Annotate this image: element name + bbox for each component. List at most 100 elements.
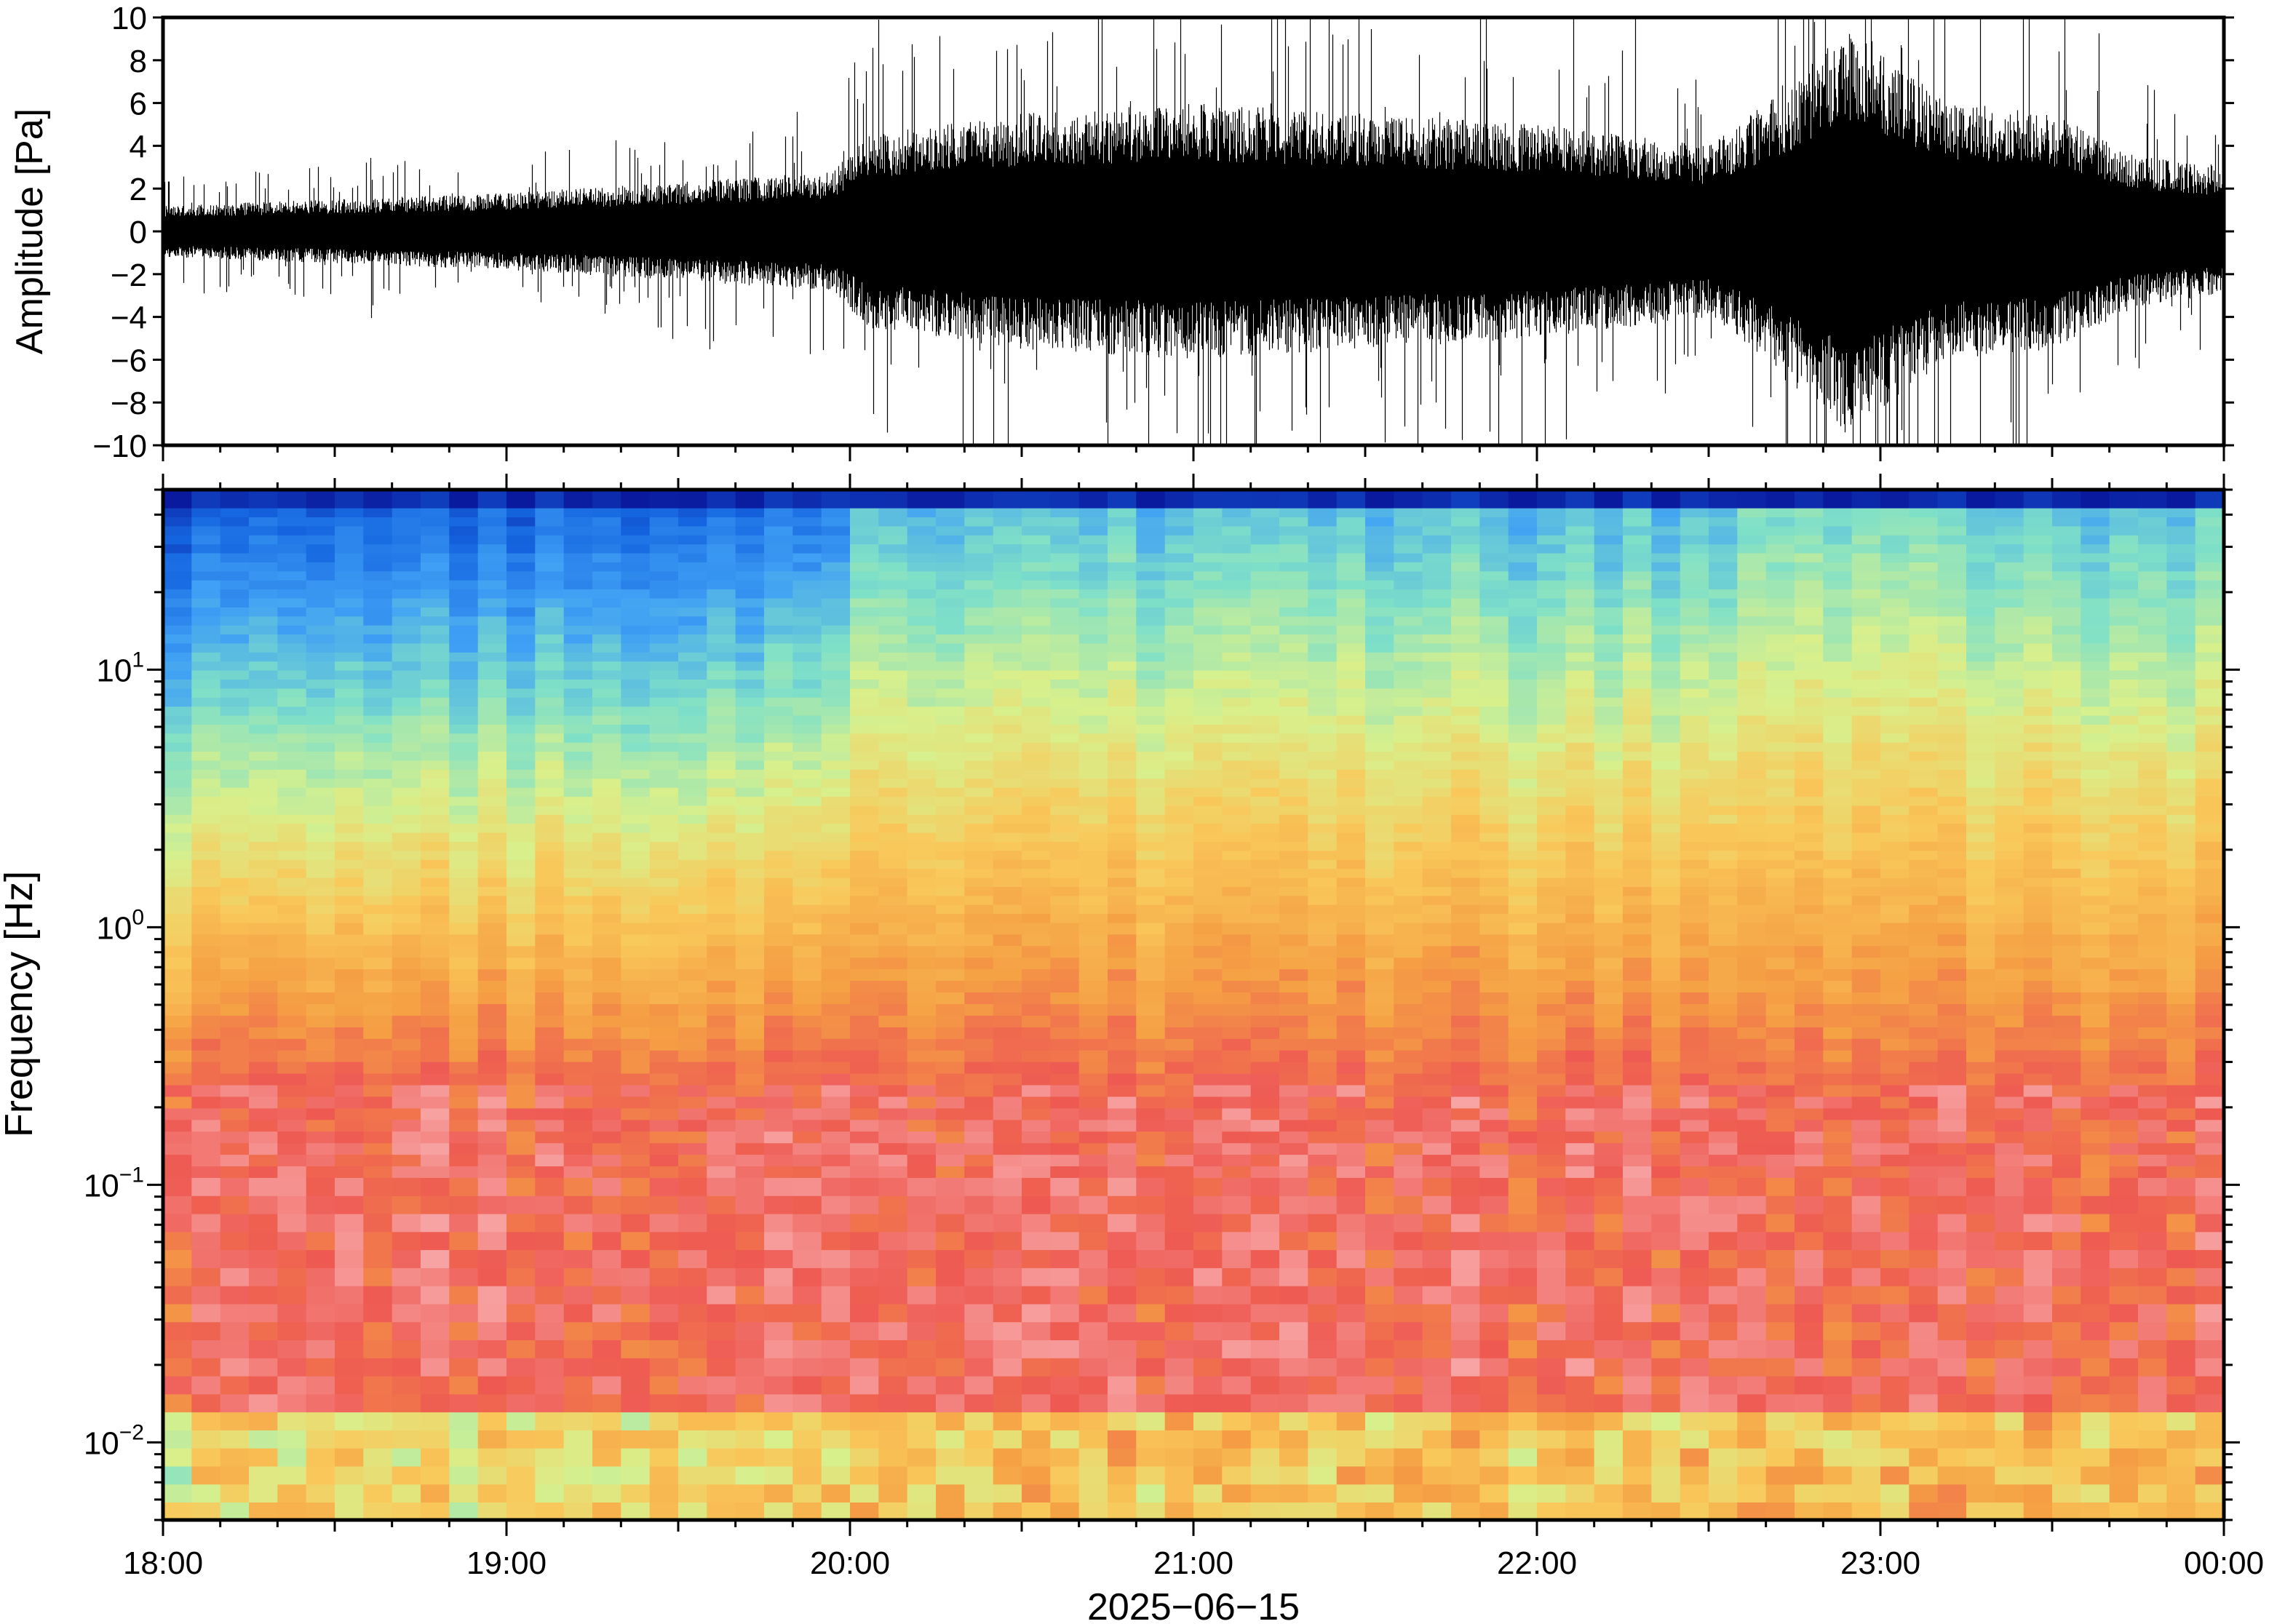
spectrogram-cell [1394, 535, 1423, 545]
spectrogram-cell [764, 570, 794, 581]
spectrogram-cell [392, 1321, 421, 1340]
spectrogram-cell [964, 859, 994, 869]
spectrogram-cell [993, 661, 1022, 671]
spectrogram-cell [306, 624, 335, 634]
spectrogram-cell [392, 589, 421, 599]
waveform-x-ticks [162, 445, 2225, 461]
spectrogram-cell [477, 1119, 507, 1132]
spectrogram-cell [1078, 1303, 1108, 1323]
spectrogram-cell [1537, 1195, 1567, 1214]
spectrogram-cell [1365, 1038, 1395, 1051]
spectrogram-cell [220, 904, 250, 915]
spectrogram-cell [1164, 589, 1194, 599]
spectrogram-cell [792, 634, 822, 644]
spectrogram-cell [1651, 1447, 1681, 1467]
spectrogram-cell [678, 895, 708, 905]
spectrogram-cell [1308, 1393, 1338, 1413]
spectrogram-cell [707, 607, 736, 617]
spectrogram-cell [563, 733, 593, 743]
spectrogram-cell [735, 1213, 765, 1233]
spectrogram-cell [363, 957, 393, 970]
spectrogram-cell [1623, 980, 1653, 993]
spectrogram-cell [678, 877, 708, 887]
spectrogram-cell [850, 1267, 880, 1286]
spectrogram-cell [506, 1484, 536, 1502]
spectrogram-cell [1336, 814, 1366, 824]
spectrogram-cell [878, 1049, 908, 1062]
spectrogram-cell [392, 579, 421, 590]
spectrogram-cell [1680, 934, 1709, 947]
spectrogram-cell [335, 697, 365, 707]
spectrogram-cell [936, 1061, 966, 1074]
spectrogram-cell [477, 980, 507, 993]
spectrogram-cell [535, 957, 565, 970]
spectrogram-cell [878, 544, 908, 554]
spectrogram-cell [592, 733, 622, 743]
spectrogram-cell [964, 778, 994, 788]
spectrogram-cell [249, 1049, 279, 1062]
spectrogram-cell [1308, 980, 1338, 993]
spectrogram-cell [1136, 525, 1166, 536]
spectrogram-cell [1078, 992, 1108, 1004]
spectrogram-cell [506, 1303, 536, 1323]
spectrogram-cell [1164, 1340, 1194, 1358]
spectrogram-cell [1222, 751, 1252, 761]
spectrogram-cell [964, 850, 994, 860]
spectrogram-cell [1537, 850, 1567, 860]
spectrogram-cell [220, 859, 250, 869]
spectrogram-cell [1308, 562, 1338, 572]
spectrogram-cell [363, 715, 393, 725]
spectrogram-cell [1508, 841, 1538, 851]
spectrogram-cell [1394, 922, 1423, 935]
spectrogram-cell [449, 796, 479, 806]
spectrogram-cell [1336, 1393, 1366, 1413]
spectrogram-cell [1193, 1003, 1223, 1016]
spectrogram-cell [1022, 616, 1052, 626]
spectrogram-cell [764, 661, 794, 671]
spectrogram-cell [1136, 992, 1166, 1004]
spectrogram-cell [964, 895, 994, 905]
spectrogram-cell [1108, 913, 1137, 923]
spectrogram-cell [1050, 589, 1080, 599]
spectrogram-cell [1508, 679, 1538, 689]
spectrogram-cell [1565, 715, 1595, 725]
spectrogram-cell [821, 1285, 851, 1305]
spectrogram-cell [878, 1154, 908, 1166]
spectrogram-cell [792, 589, 822, 599]
spectrogram-cell [1279, 904, 1309, 915]
spectrogram-cell [649, 868, 679, 878]
spectrogram-cell [249, 1447, 279, 1467]
spectrogram-cell [1422, 751, 1452, 761]
spectrogram-cell [821, 607, 851, 617]
spectrogram-cell [993, 535, 1022, 545]
spectrogram-cell [821, 1375, 851, 1395]
spectrogram-cell [335, 624, 365, 634]
spectrogram-cell [392, 1484, 421, 1502]
spectrogram-cell [964, 922, 994, 935]
spectrogram-cell [649, 642, 679, 653]
spectrogram-cell [1709, 934, 1738, 947]
spectrogram-cell [506, 535, 536, 545]
spectrogram-cell [1651, 913, 1681, 923]
spectrogram-cell [707, 1049, 736, 1062]
spectrogram-cell [1022, 544, 1052, 554]
spectrogram-cell [850, 1285, 880, 1305]
spectrogram-cell [735, 669, 765, 680]
spectrogram-cell [735, 589, 765, 599]
spectrogram-cell [163, 562, 193, 572]
spectrogram-cell [506, 1231, 536, 1251]
spectrogram-cell [1680, 1285, 1709, 1305]
spectrogram-cell [936, 1358, 966, 1377]
spectrogram-cell [649, 607, 679, 617]
spectrogram-cell [1050, 1340, 1080, 1358]
spectrogram-cell [1451, 1061, 1481, 1074]
spectrogram-cell [592, 1303, 622, 1323]
spectrogram-cell [1022, 552, 1052, 562]
spectrogram-cell [1537, 570, 1567, 581]
spectrogram-cell [792, 895, 822, 905]
spectrogram-cell [649, 1084, 679, 1097]
spectrogram-cell [1108, 760, 1137, 770]
spectrogram-cell [878, 805, 908, 815]
spectrogram-cell [1365, 552, 1395, 562]
spectrogram-cell [993, 922, 1022, 935]
